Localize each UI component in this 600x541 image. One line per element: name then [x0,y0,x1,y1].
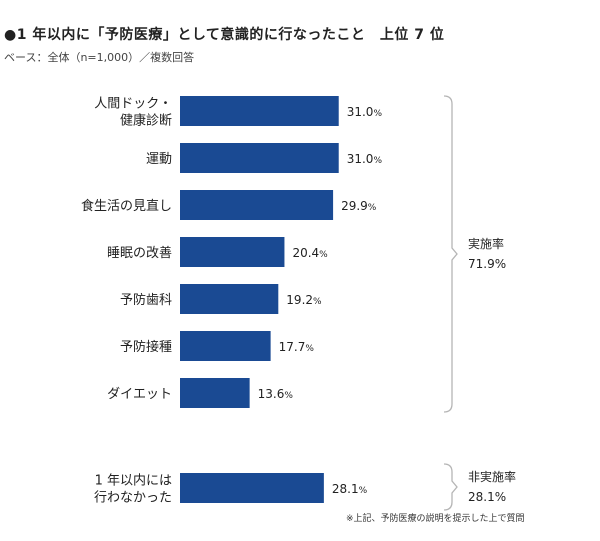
data-label: 20.4% [292,246,328,260]
category-label: 行わなかった [94,491,172,506]
category-label: 予防歯科 [120,292,172,308]
bar [180,143,339,173]
group-bracket [443,463,458,511]
category-label: 予防接種 [120,339,172,355]
category-label: 睡眠の改善 [107,245,172,261]
data-label: 13.6% [258,387,294,401]
category-label: 健康診断 [120,113,172,129]
chart-title: ●1 年以内に「予防医療」として意識的に行なったこと 上位 7 位 [4,27,445,43]
bracket-label: 実施率 [468,236,504,251]
data-label: 17.7% [279,340,315,354]
bar [180,237,285,267]
data-label: 28.1% [332,482,368,496]
group-bracket [443,95,458,413]
category-label: ダイエット [107,387,172,402]
data-label: 31.0% [347,152,383,166]
bracket-value: 71.9% [468,257,506,271]
bar [180,378,250,408]
category-label: 運動 [146,152,172,167]
chart-subtitle: ベース：全体（n=1,000）／複数回答 [4,51,195,64]
bracket-value: 28.1% [468,490,506,504]
data-label: 29.9% [341,199,377,213]
category-label: 食生活の見直し [81,198,172,214]
data-label: 31.0% [347,105,383,119]
bar [180,190,334,220]
data-label: 19.2% [286,293,322,307]
category-label: 1 年以内には [95,473,172,489]
footnote: ※上記、予防医療の説明を提示した上で質問 [346,514,525,524]
bar [180,284,279,314]
bar [180,96,339,126]
bracket-label: 非実施率 [468,469,516,484]
bar [180,473,324,503]
bar [180,331,271,361]
category-label: 人間ドック・ [94,97,172,112]
